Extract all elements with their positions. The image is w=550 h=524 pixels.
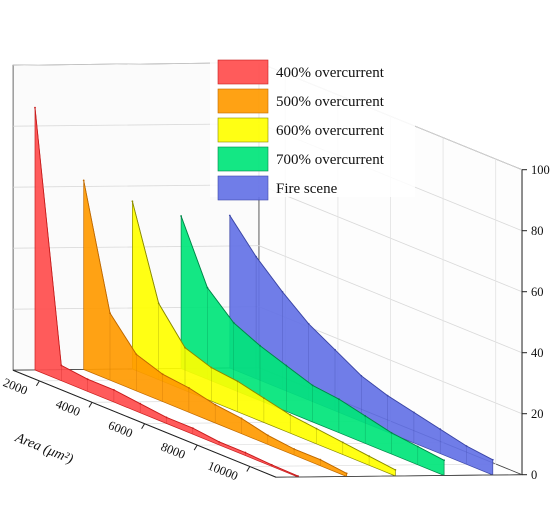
legend-label: 700% overcurrent <box>276 152 385 168</box>
data-point <box>210 366 213 369</box>
data-point <box>240 417 243 420</box>
x-tick-label: 6000 <box>106 418 134 440</box>
data-point <box>307 322 310 325</box>
legend-swatch <box>217 88 269 114</box>
data-point <box>281 290 284 293</box>
series-wall-4 <box>180 215 445 476</box>
data-point <box>338 398 340 401</box>
data-point <box>439 428 442 431</box>
data-point <box>341 441 344 444</box>
data-point <box>228 214 231 217</box>
legend-label: 600% overcurrent <box>276 123 385 139</box>
data-point <box>184 346 186 349</box>
data-point <box>236 380 239 383</box>
z-axis: 020406080100Percent (%) <box>522 163 550 482</box>
x-tick <box>88 402 93 408</box>
data-point <box>416 445 419 448</box>
data-point <box>465 445 468 447</box>
series-wall-5 <box>228 214 494 476</box>
data-point <box>394 469 397 471</box>
data-point <box>131 200 134 203</box>
data-point <box>157 302 160 305</box>
data-point <box>345 472 348 475</box>
data-point <box>244 451 247 454</box>
data-point <box>188 387 190 389</box>
data-point <box>368 455 370 458</box>
data-point <box>289 414 292 416</box>
data-point <box>232 321 235 324</box>
x-tick-label: 10000 <box>206 459 240 484</box>
z-tick-label: 80 <box>531 224 544 238</box>
data-point <box>270 463 273 466</box>
x-tick-label: 4000 <box>54 397 82 419</box>
data-point <box>311 384 314 387</box>
x-axis-title: Area (μm²) <box>12 430 75 467</box>
data-point <box>165 416 168 419</box>
data-point <box>334 348 336 351</box>
legend: 400% overcurrent 500% overcurrent 600% ove… <box>210 52 415 201</box>
data-point <box>82 179 85 182</box>
data-point <box>109 312 111 314</box>
legend-label: 500% overcurrent <box>276 94 385 110</box>
data-point <box>297 475 299 477</box>
data-point <box>413 411 415 414</box>
data-point <box>259 344 261 347</box>
data-point <box>443 459 445 462</box>
z-tick-label: 60 <box>531 285 544 299</box>
legend-label: 400% overcurrent <box>276 65 385 81</box>
legend-swatch <box>217 59 269 85</box>
z-tick-label: 40 <box>531 346 544 360</box>
data-point <box>135 353 138 356</box>
data-point <box>360 374 363 377</box>
data-point <box>180 215 183 217</box>
series-walls <box>34 106 494 478</box>
legend-swatch <box>217 175 269 201</box>
z-tick-label: 100 <box>531 163 550 177</box>
x-tick <box>35 380 40 387</box>
data-point <box>191 427 194 429</box>
data-point <box>113 389 115 391</box>
data-point <box>293 448 295 450</box>
legend-swatch <box>217 146 269 172</box>
data-point <box>263 397 265 399</box>
data-point <box>319 458 322 461</box>
x-tick <box>193 444 198 451</box>
x-tick-label: 8000 <box>159 440 187 462</box>
data-point <box>86 378 89 381</box>
legend-label: Fire scene <box>276 181 338 197</box>
data-point <box>390 431 393 434</box>
z-tick-label: 0 <box>531 468 537 482</box>
legend-swatch <box>217 117 269 143</box>
data-point <box>364 415 367 417</box>
data-point <box>285 364 288 367</box>
data-point <box>386 394 389 397</box>
series-wall-2 <box>82 179 348 477</box>
x-tick <box>246 466 251 472</box>
data-point <box>315 427 318 430</box>
data-point <box>206 286 209 289</box>
data-point <box>214 403 217 406</box>
data-point <box>60 364 63 367</box>
data-point <box>491 458 494 461</box>
data-point <box>255 255 257 258</box>
data-point <box>34 106 36 109</box>
data-point <box>218 440 221 443</box>
data-point <box>139 402 142 405</box>
z-tick-label: 20 <box>531 407 544 421</box>
x-tick <box>141 423 146 429</box>
x-tick-label: 2000 <box>1 375 29 397</box>
data-point <box>161 373 164 376</box>
data-point <box>266 434 269 437</box>
floor-edge <box>276 474 523 478</box>
